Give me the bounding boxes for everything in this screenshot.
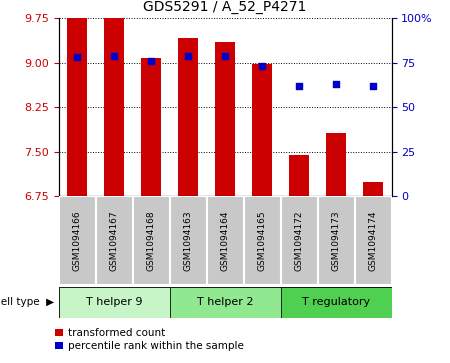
- Bar: [243, 196, 280, 285]
- Text: GSM1094173: GSM1094173: [332, 210, 341, 271]
- Point: [295, 83, 302, 89]
- Text: GSM1094172: GSM1094172: [294, 210, 303, 271]
- Bar: [170, 287, 280, 318]
- Text: GSM1094168: GSM1094168: [147, 210, 156, 271]
- Text: GSM1094164: GSM1094164: [220, 210, 230, 271]
- Point: [184, 53, 192, 58]
- Bar: [289, 155, 309, 196]
- Point: [258, 63, 265, 69]
- Bar: [58, 196, 95, 285]
- Bar: [280, 196, 318, 285]
- Text: GSM1094166: GSM1094166: [72, 210, 81, 271]
- Bar: [280, 287, 392, 318]
- Bar: [363, 182, 383, 196]
- Bar: [252, 64, 272, 196]
- Bar: [170, 196, 207, 285]
- Bar: [141, 58, 161, 196]
- Bar: [355, 196, 392, 285]
- Text: GSM1094165: GSM1094165: [257, 210, 266, 271]
- Text: cell type  ▶: cell type ▶: [0, 297, 54, 307]
- Title: GDS5291 / A_52_P4271: GDS5291 / A_52_P4271: [143, 0, 307, 15]
- Text: GSM1094174: GSM1094174: [369, 210, 378, 271]
- Point: [110, 53, 117, 58]
- Legend: transformed count, percentile rank within the sample: transformed count, percentile rank withi…: [55, 328, 244, 351]
- Point: [148, 58, 155, 64]
- Point: [369, 83, 377, 89]
- Text: T regulatory: T regulatory: [302, 297, 370, 307]
- Text: T helper 2: T helper 2: [197, 297, 253, 307]
- Bar: [178, 38, 198, 196]
- Point: [221, 53, 229, 58]
- Bar: [215, 42, 235, 196]
- Bar: [58, 287, 170, 318]
- Text: GSM1094167: GSM1094167: [109, 210, 118, 271]
- Text: GSM1094163: GSM1094163: [184, 210, 193, 271]
- Bar: [318, 196, 355, 285]
- Bar: [207, 196, 243, 285]
- Bar: [104, 18, 124, 196]
- Bar: [67, 18, 87, 196]
- Text: T helper 9: T helper 9: [86, 297, 142, 307]
- Bar: [326, 132, 346, 196]
- Point: [333, 81, 340, 87]
- Point: [73, 54, 81, 60]
- Bar: [132, 196, 170, 285]
- Bar: [95, 196, 132, 285]
